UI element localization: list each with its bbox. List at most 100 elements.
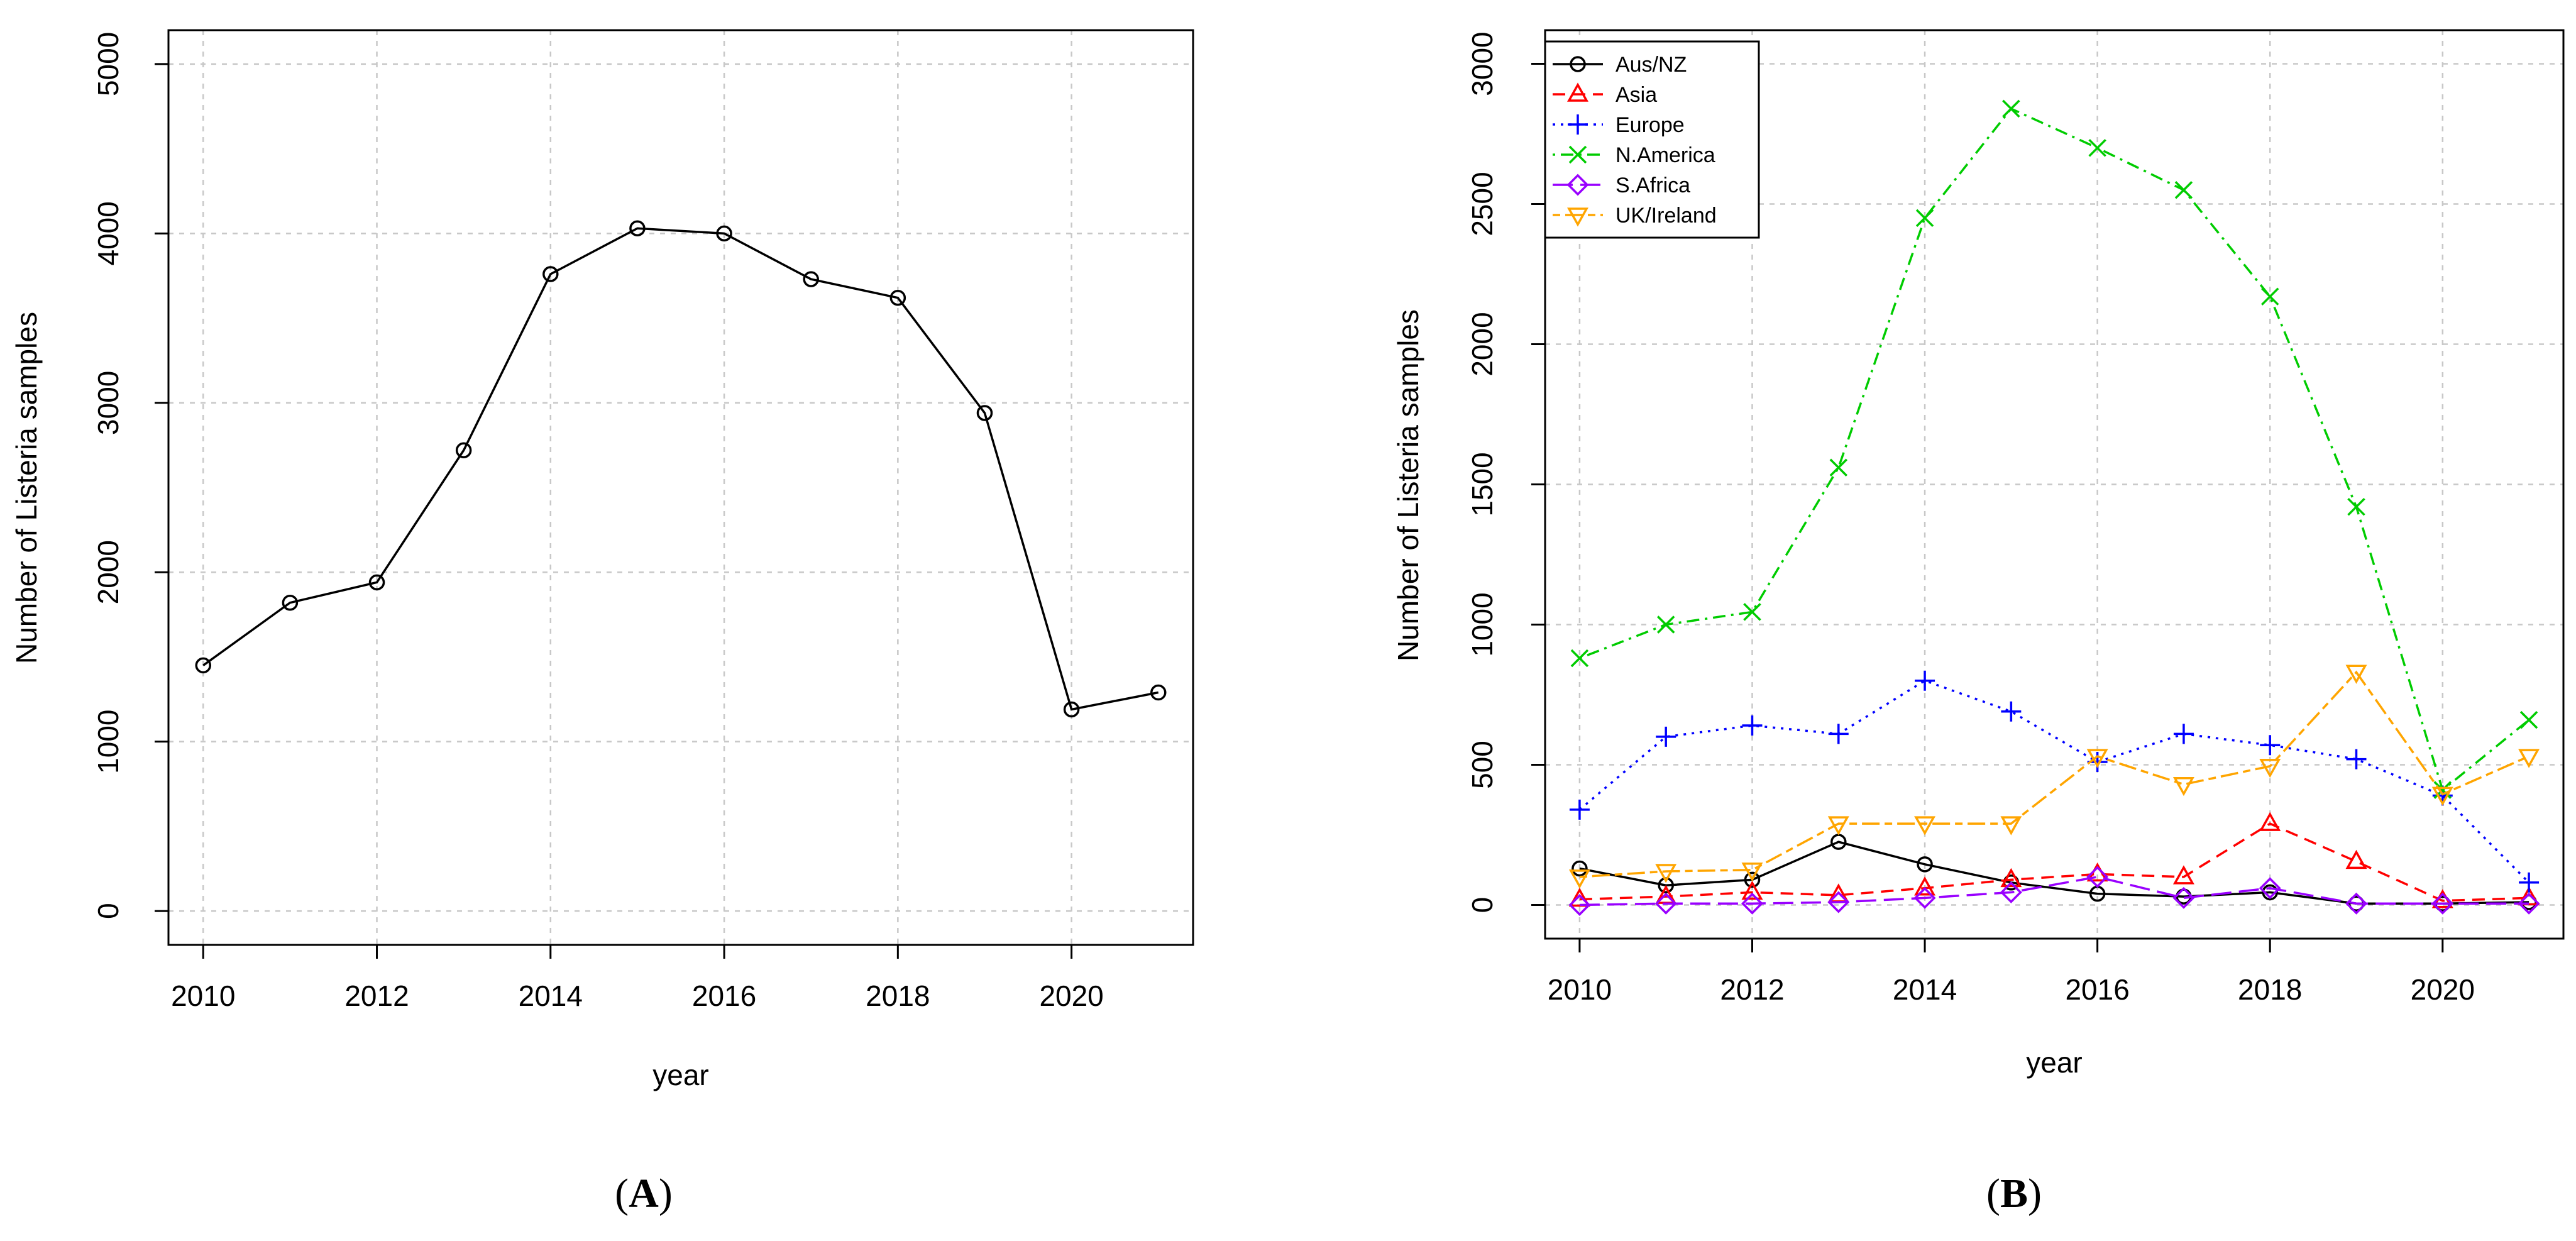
panel-label-open-paren: ( [1986, 1171, 2000, 1216]
legend-label: S.Africa [1616, 174, 1690, 197]
series-line-n-america [1579, 107, 2530, 792]
data-point-s-africa [2431, 892, 2454, 915]
data-point-n-america [1829, 458, 1848, 477]
y-tick-label: 1000 [1466, 592, 1499, 656]
data-point-europe [1915, 670, 1935, 691]
x-tick-label: 2010 [1548, 973, 1612, 1006]
x-axis-label: year [2026, 1046, 2082, 1079]
data-point-total [1063, 701, 1080, 718]
data-point-uk-ireland [2431, 786, 2453, 806]
series-asia [1568, 812, 2540, 908]
series-n-america [1570, 99, 2538, 799]
x-tick-label: 2010 [171, 979, 235, 1012]
data-point-total [282, 594, 299, 611]
data-point-uk-ireland [1568, 869, 1590, 889]
y-tick-label: 3000 [1466, 31, 1499, 96]
legend-label: Europe [1616, 113, 1685, 137]
y-tick-label: 0 [1466, 897, 1499, 913]
data-point-uk-ireland [1741, 862, 1763, 882]
data-point-total [976, 405, 993, 421]
chart-panel-b: 2010 2012 2014 2016 2018 2020 0 500 1000 1500 2000… [1392, 29, 2565, 1079]
legend-b: Aus/NZ Asia Europe N.America S.Africa UK/Irel… [1544, 40, 1760, 239]
series-europe [1569, 670, 2540, 893]
data-point-uk-ireland [1827, 816, 1849, 836]
data-point-uk-ireland [2259, 758, 2281, 778]
data-point-total [1150, 684, 1167, 701]
data-point-total [889, 289, 906, 306]
y-tick-label: 2000 [92, 540, 124, 604]
data-point-n-america [2002, 99, 2020, 118]
x-tick-label: 2016 [2065, 973, 2129, 1006]
series-line-s-africa [1579, 876, 2529, 907]
data-point-asia [1741, 880, 1763, 900]
data-point-n-america [2174, 180, 2193, 199]
data-point-europe [2001, 701, 2022, 722]
data-point-asia [2000, 868, 2022, 888]
series-line-aus-nz [1579, 841, 2529, 905]
data-point-asia [1914, 876, 1936, 896]
data-point-total [803, 271, 819, 287]
series-total [195, 220, 1167, 718]
y-tick-label: 0 [92, 903, 124, 919]
data-point-europe [1828, 724, 1849, 744]
panel-label-letter: B [2000, 1171, 2028, 1216]
data-point-s-africa [1827, 891, 1850, 913]
panel-label-close-paren: ) [659, 1171, 673, 1216]
series-line-uk-ireland [1579, 670, 2529, 878]
y-tick-label: 5000 [92, 32, 124, 96]
x-tick-label: 2016 [692, 979, 756, 1012]
legend-box [1544, 40, 1760, 239]
legend-label: Aus/NZ [1616, 53, 1687, 77]
legend-marker [1566, 174, 1589, 196]
series-s-africa [1568, 866, 2540, 916]
series-line-asia [1579, 822, 2529, 902]
data-point-n-america [1743, 603, 1761, 621]
data-point-n-america [2347, 497, 2365, 516]
x-tick-label: 2014 [1893, 973, 1957, 1006]
x-axis-label: year [652, 1059, 708, 1091]
chart-panel-a: 2010 2012 2014 2016 2018 2020 0 1000 2000 3000 400… [10, 29, 1194, 1091]
data-point-asia [2172, 865, 2194, 885]
legend-label: Asia [1616, 83, 1657, 107]
x-tick-label: 2014 [519, 979, 583, 1012]
data-point-n-america [1570, 649, 1589, 668]
data-point-asia [2259, 812, 2281, 831]
data-point-n-america [1915, 209, 1934, 228]
data-point-s-africa [2172, 886, 2195, 909]
data-point-asia [2345, 849, 2367, 869]
data-point-n-america [2088, 139, 2106, 157]
panel-label-close-paren: ) [2028, 1171, 2042, 1216]
x-tick-label: 2012 [344, 979, 409, 1012]
x-tick-label: 2012 [1720, 973, 1784, 1006]
data-point-s-africa [2345, 892, 2367, 915]
data-point-uk-ireland [1914, 816, 1936, 836]
data-point-europe [1742, 715, 1763, 736]
legend-marker [1570, 56, 1586, 72]
data-point-aus-nz [2262, 884, 2278, 901]
data-point-total [455, 442, 472, 458]
y-tick-label: 500 [1466, 741, 1499, 789]
data-point-aus-nz [1571, 860, 1588, 877]
y-tick-label: 1500 [1466, 452, 1499, 516]
panel-label-a: (A) [615, 1171, 673, 1216]
data-point-s-africa [1654, 892, 1677, 915]
plot-frame-a [167, 29, 1194, 946]
x-tick-label: 2018 [866, 979, 930, 1012]
data-point-uk-ireland [1655, 864, 1677, 883]
y-tick-label: 3000 [92, 371, 124, 435]
data-point-total [542, 266, 559, 282]
data-point-europe [2173, 724, 2194, 744]
data-point-total [195, 657, 212, 674]
data-point-europe [1569, 799, 1590, 820]
grid-a [168, 30, 1193, 945]
data-point-uk-ireland [2518, 749, 2540, 768]
y-tick-label: 2500 [1466, 172, 1499, 236]
data-point-europe [2346, 749, 2367, 769]
panel-label-letter: A [629, 1171, 659, 1216]
data-point-s-africa [1741, 892, 1763, 915]
y-axis-label: Number of Listeria samples [10, 312, 43, 664]
data-point-europe [2260, 735, 2281, 756]
data-point-asia [1568, 887, 1590, 907]
x-tick-label: 2020 [1039, 979, 1103, 1012]
